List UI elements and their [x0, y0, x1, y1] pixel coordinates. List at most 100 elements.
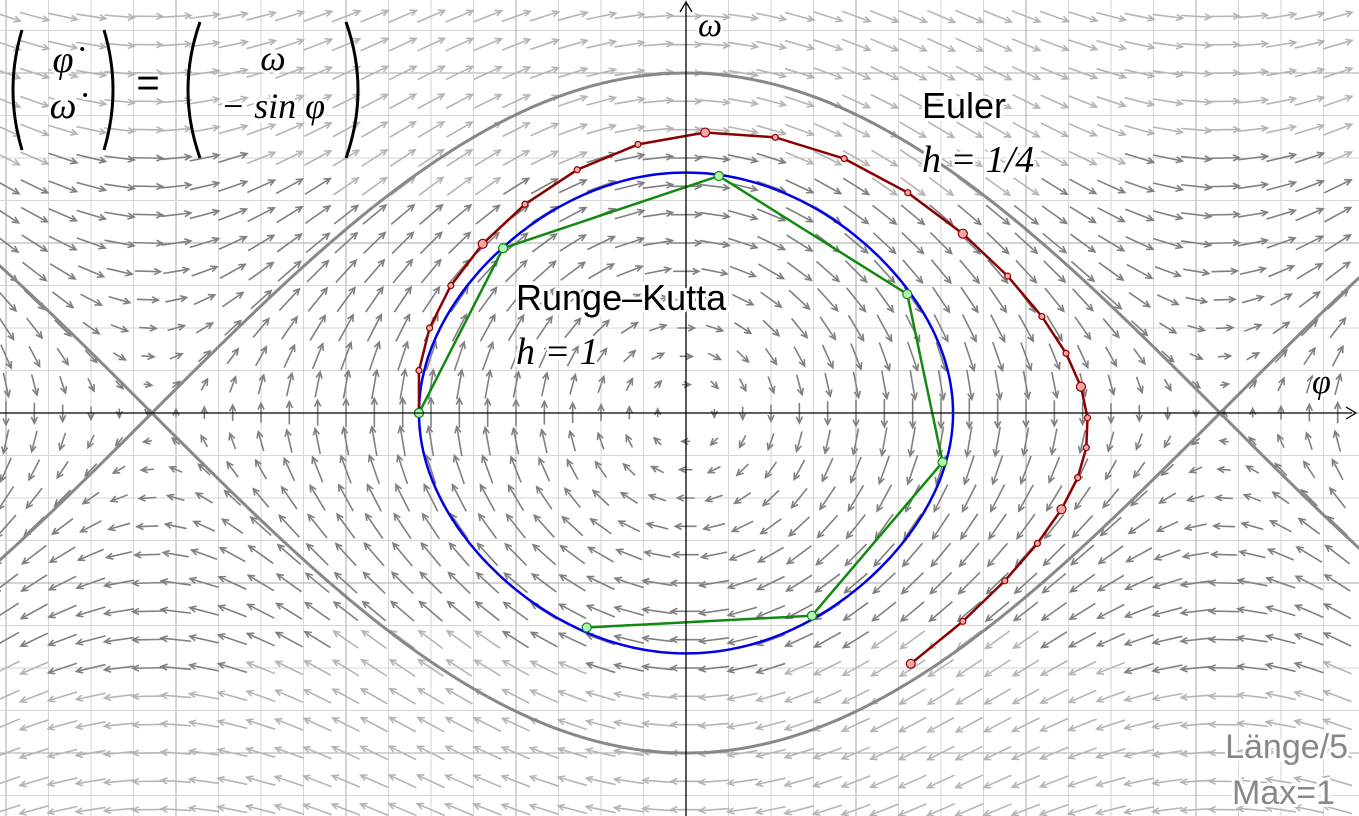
field-arrow — [425, 424, 435, 457]
arrow-head — [965, 421, 974, 430]
arrow-shaft — [899, 149, 926, 167]
field-arrow — [74, 778, 106, 787]
field-arrow — [584, 775, 616, 786]
arrow-shaft — [1296, 546, 1323, 563]
arrow-head — [69, 157, 79, 165]
arrow-head — [930, 559, 939, 568]
arrow-head — [1060, 101, 1070, 109]
arrow-shaft — [870, 38, 899, 52]
field-arrow — [361, 600, 387, 622]
arrow-head — [337, 483, 345, 492]
arrow-shaft — [909, 369, 916, 400]
arrow-head — [500, 746, 510, 753]
arrow-shaft — [311, 343, 324, 370]
arrow-head — [840, 725, 850, 732]
field-arrow — [985, 204, 1011, 226]
field-arrow — [812, 631, 842, 648]
field-arrow — [0, 237, 20, 254]
arrow-shaft — [533, 514, 555, 538]
arrow-head — [1123, 667, 1133, 675]
field-arrow — [1151, 606, 1183, 618]
arrow-shaft — [1237, 722, 1268, 728]
arrow-head — [360, 629, 370, 638]
arrow-head — [726, 694, 735, 702]
field-arrow — [1215, 324, 1235, 332]
arrow-head — [857, 333, 865, 343]
arrow-head — [1201, 268, 1211, 277]
arrow-shaft — [20, 179, 49, 194]
arrow-head — [380, 65, 390, 73]
arrow-shaft — [1180, 694, 1212, 699]
arrow-shaft — [1323, 95, 1353, 108]
arrow-head — [247, 544, 256, 553]
field-arrow — [500, 688, 530, 704]
arrow-head — [1012, 641, 1021, 650]
arrow-shaft — [446, 176, 472, 196]
arrow-shaft — [274, 775, 304, 787]
field-arrow — [502, 122, 532, 138]
arrow-shaft — [1325, 544, 1351, 565]
field-arrow — [558, 122, 589, 136]
arrow-shaft — [169, 352, 183, 360]
arrow-head — [226, 460, 234, 470]
field-arrow — [102, 693, 135, 702]
arrow-shaft — [620, 321, 638, 335]
arrow-head — [1096, 612, 1105, 620]
arrow-head — [212, 96, 221, 104]
field-arrow — [1019, 455, 1032, 486]
arrow-shaft — [1213, 525, 1236, 528]
arrow-head — [783, 752, 793, 760]
arrow-shaft — [929, 600, 953, 622]
arrow-head — [463, 231, 472, 240]
arrow-head — [1323, 573, 1333, 582]
arrow-head — [1088, 187, 1098, 195]
field-arrow — [1209, 69, 1242, 77]
arrow-shaft — [756, 748, 786, 758]
field-arrow — [48, 546, 76, 564]
arrow-shaft — [1133, 348, 1146, 365]
arrow-shaft — [1266, 577, 1296, 589]
arrow-head — [179, 294, 189, 303]
arrow-head — [1230, 267, 1240, 275]
arrow-head — [20, 584, 29, 593]
arrow-head — [102, 693, 112, 702]
field-arrow — [929, 231, 953, 255]
arrow-head — [612, 662, 622, 670]
field-arrow — [643, 549, 671, 558]
arrow-head — [1122, 807, 1132, 816]
field-arrow — [1294, 151, 1326, 164]
arrow-shaft — [558, 719, 588, 731]
field-arrow — [927, 93, 956, 110]
arrow-shaft — [786, 261, 812, 281]
arrow-head — [984, 641, 993, 650]
arrow-head — [420, 541, 429, 551]
field-arrow — [1188, 466, 1203, 474]
arrow-head — [663, 266, 673, 274]
field-arrow — [642, 11, 675, 20]
field-arrow — [1235, 776, 1268, 785]
arrow-shaft — [447, 601, 472, 622]
arrow-head — [1144, 272, 1154, 280]
field-arrow — [102, 608, 135, 617]
field-arrow — [756, 152, 788, 165]
field-arrow — [76, 41, 108, 50]
arrow-head — [130, 805, 140, 814]
arrow-head — [1031, 159, 1041, 167]
arrow-shaft — [1152, 41, 1183, 48]
arrow-shaft — [247, 574, 275, 592]
field-arrow — [926, 9, 957, 24]
field-arrow — [897, 774, 927, 789]
field-arrow — [418, 148, 446, 167]
arrow-shaft — [167, 494, 185, 502]
arrow-shaft — [727, 41, 758, 48]
arrow-head — [945, 188, 955, 197]
arrow-head — [211, 236, 221, 244]
arrow-head — [790, 500, 799, 510]
arrow-shaft — [0, 718, 21, 729]
arrow-shaft — [899, 93, 927, 110]
arrow-shaft — [651, 465, 665, 474]
arrow-head — [307, 513, 315, 522]
field-arrow — [478, 286, 498, 313]
field-arrow — [813, 11, 844, 23]
arrow-shaft — [592, 489, 610, 507]
